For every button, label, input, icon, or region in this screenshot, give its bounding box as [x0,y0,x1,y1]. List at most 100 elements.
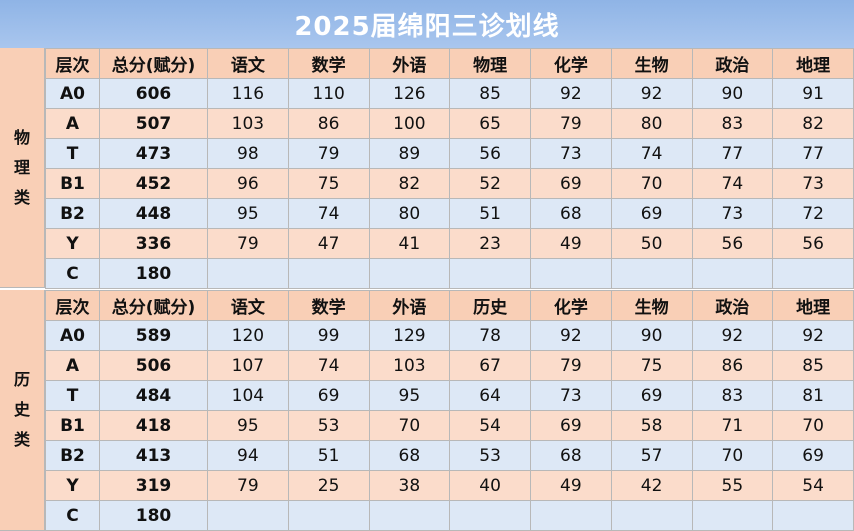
subject-score-cell: 49 [530,470,612,501]
table-row: C 180 [45,258,854,289]
subject-score-cell: 67 [449,350,531,381]
subject-score-cell: 85 [772,350,854,381]
subject-score-cell: 86 [691,350,774,381]
subject-score-cell [287,258,370,289]
tier-cell: A [45,350,100,381]
subject-score-cell [287,500,370,531]
table-row: Y 319 79 25 38 40 49 42 55 54 [45,470,854,501]
column-header: 政治 [691,48,774,79]
total-score-cell: 473 [99,138,208,169]
subject-score-cell: 79 [530,350,612,381]
subject-score-cell: 116 [207,78,289,109]
subject-score-cell: 86 [287,108,370,139]
subject-score-cell: 74 [691,168,774,199]
section-label-history: 历 史 类 [0,290,45,531]
subject-score-cell: 25 [287,470,370,501]
subject-score-cell: 85 [449,78,531,109]
column-header: 历史 [449,290,531,321]
subject-score-cell: 92 [530,78,612,109]
section-history: 历 史 类 层次 总分(赋分) 语文 数学 外语 历史 化学 生物 政治 地理 A0 589 120 99… [0,290,854,531]
subject-score-cell: 95 [207,198,289,229]
subject-score-cell: 103 [368,350,451,381]
subject-score-cell: 103 [207,108,289,139]
column-header: 化学 [530,290,612,321]
column-header: 外语 [368,48,451,79]
score-table-physics: 层次 总分(赋分) 语文 数学 外语 物理 化学 生物 政治 地理 A0 606 116 110 126 85… [45,48,854,289]
subject-score-cell [691,500,774,531]
column-header: 总分(赋分) [99,290,208,321]
subject-score-cell: 73 [772,168,854,199]
subject-score-cell: 65 [449,108,531,139]
page-title: 2025届绵阳三诊划线 [0,0,854,48]
subject-score-cell: 80 [610,108,693,139]
tier-cell: C [45,258,100,289]
subject-score-cell: 129 [368,320,451,351]
subject-score-cell: 96 [207,168,289,199]
subject-score-cell: 56 [772,228,854,259]
column-header: 层次 [45,48,100,79]
section-label-char: 类 [13,187,30,207]
subject-score-cell: 41 [368,228,451,259]
subject-score-cell [368,500,451,531]
subject-score-cell: 90 [610,320,693,351]
subject-score-cell: 69 [530,168,612,199]
subject-score-cell: 94 [207,440,289,471]
subject-score-cell: 70 [691,440,774,471]
table-row: T 473 98 79 89 56 73 74 77 77 [45,138,854,169]
subject-score-cell: 70 [610,168,693,199]
subject-score-cell: 56 [691,228,774,259]
subject-score-cell: 74 [287,198,370,229]
column-header: 物理 [449,48,531,79]
subject-score-cell [207,500,289,531]
subject-score-cell: 68 [368,440,451,471]
total-score-cell: 506 [99,350,208,381]
total-score-cell: 180 [99,500,208,531]
subject-score-cell: 23 [449,228,531,259]
subject-score-cell: 79 [207,228,289,259]
header-row: 层次 总分(赋分) 语文 数学 外语 历史 化学 生物 政治 地理 [45,290,854,321]
subject-score-cell: 51 [287,440,370,471]
subject-score-cell [691,258,774,289]
subject-score-cell: 73 [530,380,612,411]
table-row: B1 452 96 75 82 52 69 70 74 73 [45,168,854,199]
subject-score-cell: 95 [368,380,451,411]
subject-score-cell: 49 [530,228,612,259]
subject-score-cell: 80 [368,198,451,229]
column-header: 化学 [530,48,612,79]
subject-score-cell [368,258,451,289]
table-row: A0 589 120 99 129 78 92 90 92 92 [45,320,854,351]
subject-score-cell: 92 [772,320,854,351]
subject-score-cell: 53 [449,440,531,471]
total-score-cell: 413 [99,440,208,471]
subject-score-cell: 56 [449,138,531,169]
subject-score-cell: 69 [530,410,612,441]
subject-score-cell: 110 [287,78,370,109]
subject-score-cell [610,258,693,289]
subject-score-cell [449,258,531,289]
score-table-history: 层次 总分(赋分) 语文 数学 外语 历史 化学 生物 政治 地理 A0 589 120 99 129 78 9… [45,290,854,531]
subject-score-cell: 100 [368,108,451,139]
section-label-char: 物 [13,127,30,147]
subject-score-cell: 69 [610,198,693,229]
total-score-cell: 180 [99,258,208,289]
tier-cell: B1 [45,168,100,199]
subject-score-cell [449,500,531,531]
subject-score-cell: 73 [530,138,612,169]
table-row: A0 606 116 110 126 85 92 92 90 91 [45,78,854,109]
subject-score-cell: 89 [368,138,451,169]
subject-score-cell: 75 [610,350,693,381]
tier-cell: Y [45,228,100,259]
tier-cell: B2 [45,198,100,229]
subject-score-cell: 69 [287,380,370,411]
subject-score-cell: 68 [530,198,612,229]
subject-score-cell: 74 [610,138,693,169]
section-label-char: 理 [13,157,30,177]
subject-score-cell: 99 [287,320,370,351]
table-row: A 506 107 74 103 67 79 75 86 85 [45,350,854,381]
table-row: Y 336 79 47 41 23 49 50 56 56 [45,228,854,259]
subject-score-cell: 57 [610,440,693,471]
table-row: B2 448 95 74 80 51 68 69 73 72 [45,198,854,229]
subject-score-cell: 77 [772,138,854,169]
subject-score-cell: 50 [610,228,693,259]
